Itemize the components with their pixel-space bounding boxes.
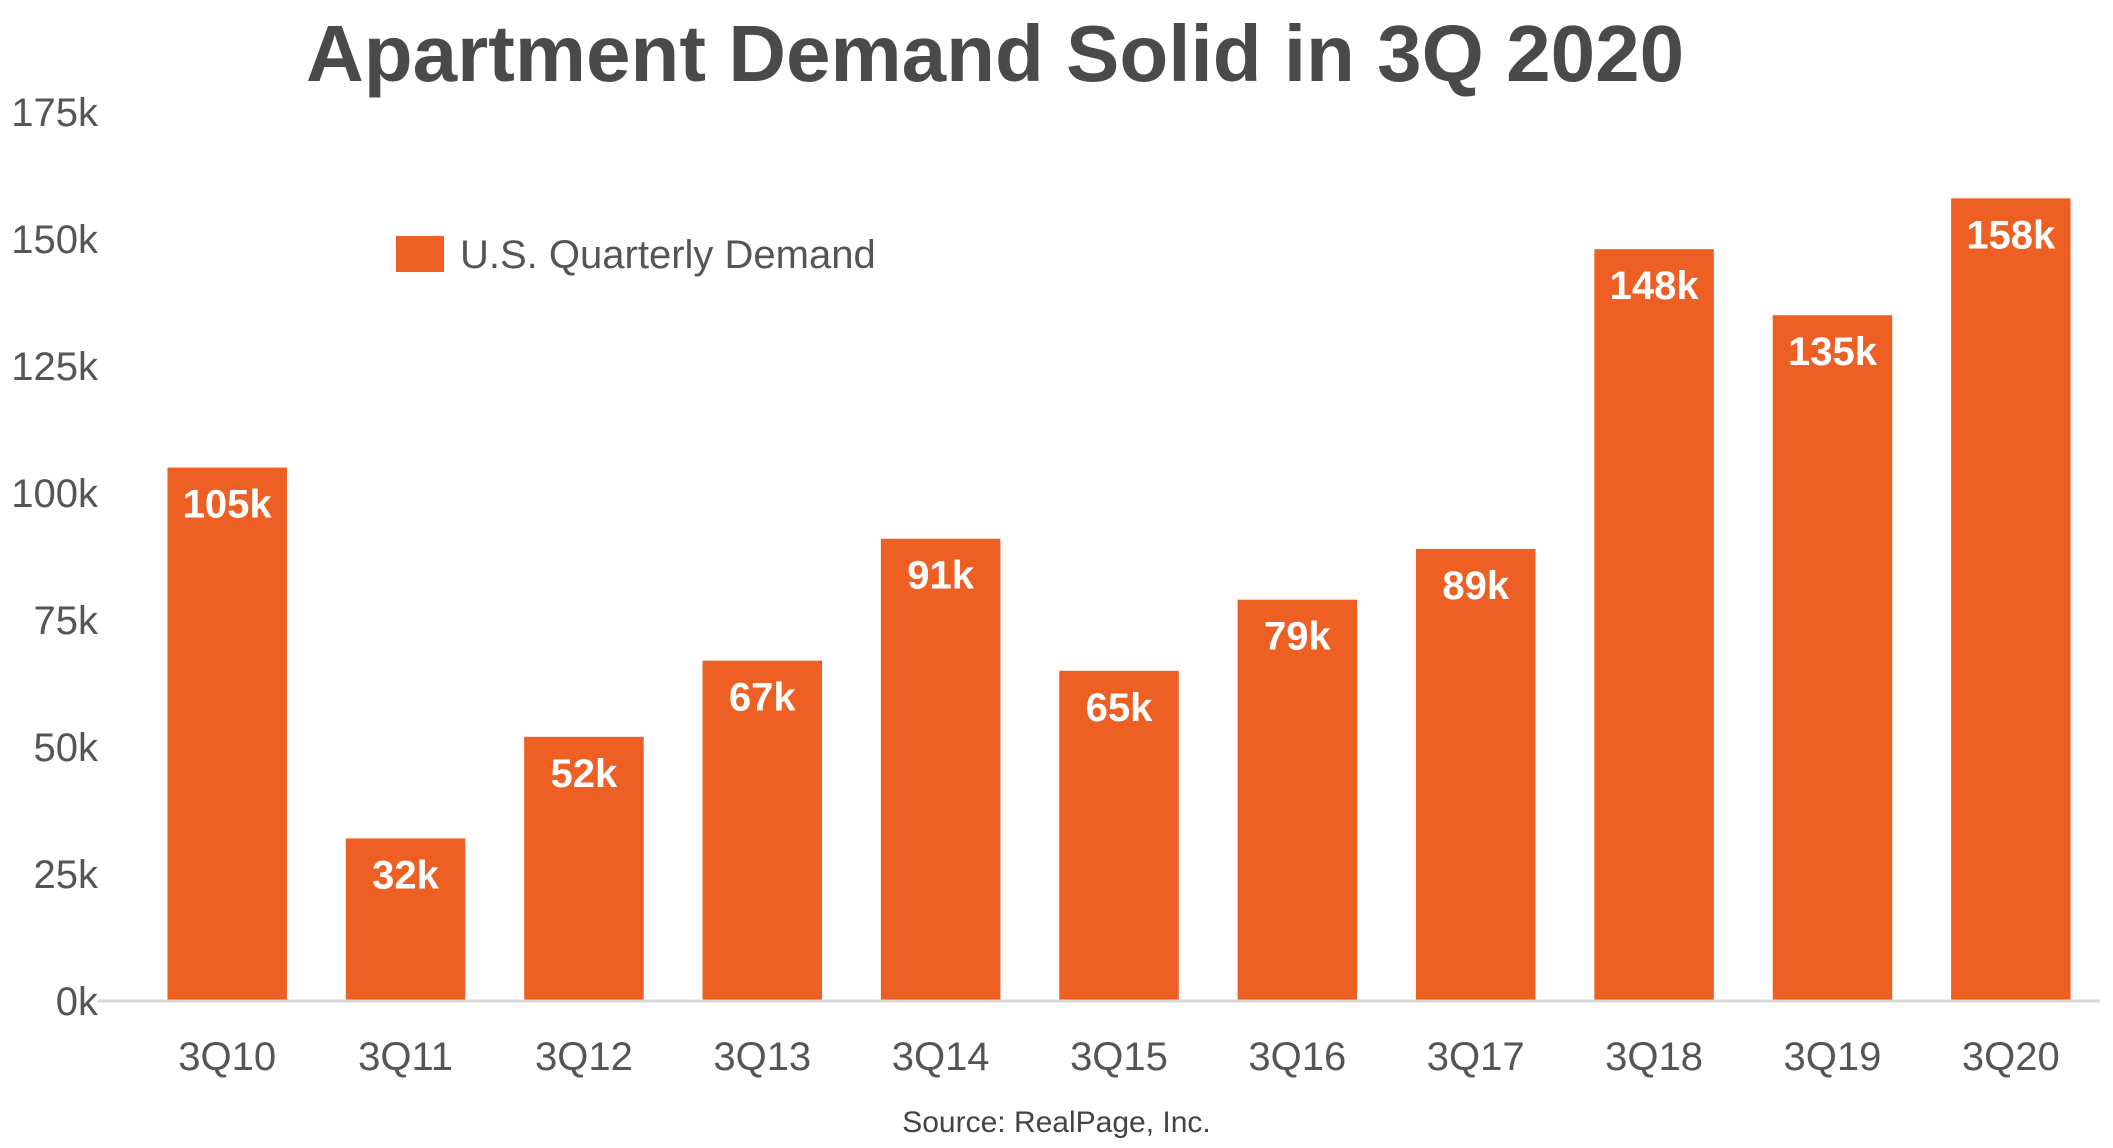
legend-swatch <box>396 236 444 272</box>
bar <box>880 538 1001 1001</box>
y-tick-label: 0k <box>56 980 99 1024</box>
bar-data-label: 91k <box>907 554 974 598</box>
bar-data-label: 67k <box>729 676 796 720</box>
y-tick-label: 75k <box>34 599 99 643</box>
bar-data-label: 89k <box>1442 564 1509 608</box>
bar-data-label: 158k <box>1966 213 2056 257</box>
bar <box>524 736 644 1001</box>
bars: 105k 32k 52k 67k 91k 65k 79k 89k 148k 135k 158k <box>167 198 2071 1002</box>
bar <box>1951 198 2071 1002</box>
bar <box>1772 315 1893 1001</box>
bar-data-label: 148k <box>1610 264 1700 308</box>
bar-data-label: 32k <box>372 853 439 897</box>
bar-data-label: 52k <box>551 752 618 796</box>
x-tick-label: 3Q13 <box>713 1035 811 1079</box>
y-axis-tick-labels: 0k 25k 50k 75k 100k 125k 150k 175k <box>11 91 99 1024</box>
bar-data-label: 135k <box>1788 330 1878 374</box>
bar-data-label: 105k <box>183 483 273 527</box>
y-tick-label: 175k <box>11 91 99 135</box>
chart-title: Apartment Demand Solid in 3Q 2020 <box>305 9 1685 98</box>
source-note: Source: RealPage, Inc. <box>902 1106 1211 1139</box>
y-tick-label: 50k <box>34 726 99 770</box>
x-tick-label: 3Q14 <box>892 1035 990 1079</box>
legend: U.S. Quarterly Demand <box>396 233 876 277</box>
x-tick-label: 3Q15 <box>1070 1035 1168 1079</box>
x-tick-label: 3Q10 <box>178 1035 276 1079</box>
x-tick-label: 3Q17 <box>1427 1035 1525 1079</box>
bar-data-label: 79k <box>1264 615 1331 659</box>
x-tick-label: 3Q16 <box>1248 1035 1346 1079</box>
bar <box>167 467 287 1002</box>
y-tick-label: 25k <box>34 853 99 897</box>
y-tick-label: 125k <box>11 345 99 389</box>
x-tick-label: 3Q12 <box>535 1035 633 1079</box>
x-tick-label: 3Q11 <box>358 1035 453 1079</box>
bar <box>1415 548 1536 1001</box>
bar <box>702 660 823 1001</box>
x-axis-tick-labels: 3Q10 3Q11 3Q12 3Q13 3Q14 3Q15 3Q16 3Q17 3Q18 3Q19… <box>178 1035 2059 1079</box>
bar <box>1059 670 1179 1001</box>
y-tick-label: 100k <box>11 472 99 516</box>
bar-data-label: 65k <box>1086 686 1153 730</box>
x-tick-label: 3Q18 <box>1605 1035 1703 1079</box>
legend-label: U.S. Quarterly Demand <box>460 233 876 277</box>
x-tick-label: 3Q19 <box>1784 1035 1882 1079</box>
bar <box>345 838 466 1001</box>
x-tick-label: 3Q20 <box>1962 1035 2060 1079</box>
y-tick-label: 150k <box>11 218 99 262</box>
bar <box>1237 599 1358 1001</box>
bar <box>1594 249 1714 1001</box>
